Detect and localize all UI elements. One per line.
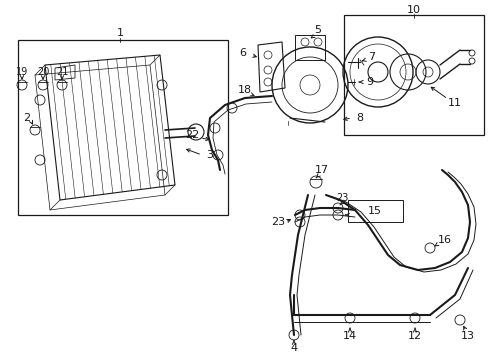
Text: 18: 18 [238,85,251,95]
Text: 20: 20 [37,67,49,77]
Text: 19: 19 [16,67,28,77]
Text: 7: 7 [367,52,375,62]
Text: 13: 13 [460,331,474,341]
Text: 23: 23 [270,217,285,227]
Text: 2: 2 [23,113,30,123]
Text: 16: 16 [437,235,451,245]
Text: 6: 6 [239,48,246,58]
Text: 11: 11 [447,98,461,108]
Bar [343,15,483,135]
Text: 14: 14 [342,331,356,341]
Text: 5: 5 [314,25,321,35]
Text: 1: 1 [116,28,123,38]
Text: 23: 23 [335,193,347,203]
Text: 10: 10 [406,5,420,15]
Text: 22: 22 [184,130,199,140]
Text: 12: 12 [407,331,421,341]
Bar [347,200,402,222]
Text: 3: 3 [206,150,213,160]
Bar [294,35,325,60]
Text: 9: 9 [366,77,373,87]
Bar [18,40,227,215]
Text: 17: 17 [314,165,328,175]
Text: 21: 21 [56,67,68,77]
Text: 4: 4 [290,343,297,353]
Text: 15: 15 [367,206,381,216]
Text: 8: 8 [356,113,363,123]
